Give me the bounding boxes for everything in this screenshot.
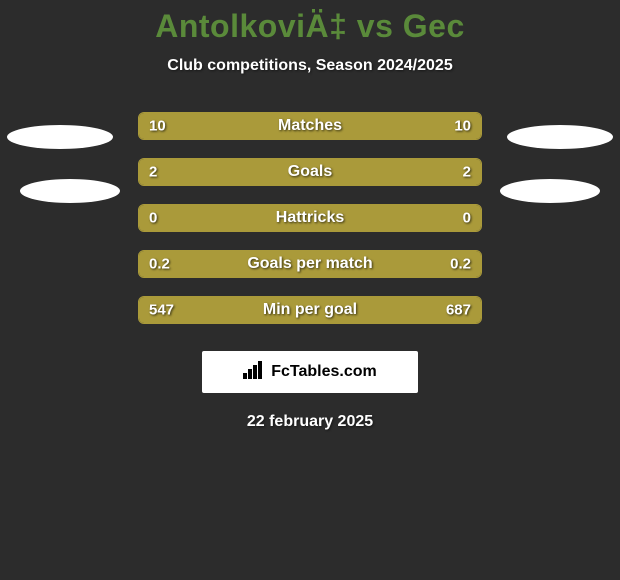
value-right: 687 <box>446 302 471 319</box>
value-right: 0.2 <box>450 256 471 273</box>
bar-right <box>310 159 481 185</box>
value-right: 10 <box>454 118 471 135</box>
branding-text: FcTables.com <box>271 363 377 381</box>
stat-label: Goals <box>288 163 332 181</box>
stat-row-matches: 10 Matches 10 <box>0 103 620 149</box>
stat-label: Min per goal <box>263 301 357 319</box>
date-label: 22 february 2025 <box>0 413 620 431</box>
stat-row-gpm: 0.2 Goals per match 0.2 <box>0 241 620 287</box>
value-left: 547 <box>149 302 174 319</box>
value-right: 2 <box>463 164 471 181</box>
value-left: 10 <box>149 118 166 135</box>
stat-label: Matches <box>278 117 342 135</box>
bar-container: 0 Hattricks 0 <box>138 204 482 232</box>
page-title: AntolkoviÄ‡ vs Gec <box>0 8 620 45</box>
bar-container: 0.2 Goals per match 0.2 <box>138 250 482 278</box>
bar-left <box>139 159 310 185</box>
main-container: AntolkoviÄ‡ vs Gec Club competitions, Se… <box>0 0 620 431</box>
chart-icon <box>243 361 265 384</box>
branding-box[interactable]: FcTables.com <box>202 351 418 393</box>
bar-container: 547 Min per goal 687 <box>138 296 482 324</box>
stat-label: Hattricks <box>276 209 344 227</box>
bar-container: 10 Matches 10 <box>138 112 482 140</box>
stat-label: Goals per match <box>247 255 372 273</box>
subtitle: Club competitions, Season 2024/2025 <box>0 57 620 75</box>
stat-row-goals: 2 Goals 2 <box>0 149 620 195</box>
bar-container: 2 Goals 2 <box>138 158 482 186</box>
value-left: 0.2 <box>149 256 170 273</box>
value-left: 0 <box>149 210 157 227</box>
stats-area: 10 Matches 10 2 Goals 2 0 Hattricks 0 <box>0 103 620 333</box>
stat-row-hattricks: 0 Hattricks 0 <box>0 195 620 241</box>
value-right: 0 <box>463 210 471 227</box>
stat-row-mpg: 547 Min per goal 687 <box>0 287 620 333</box>
value-left: 2 <box>149 164 157 181</box>
